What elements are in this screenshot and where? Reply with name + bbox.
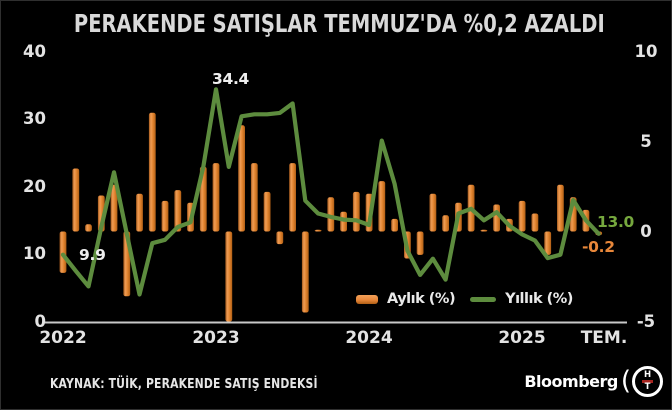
monthly-bar (212, 163, 220, 232)
annotation-last-yearly: 13.0 (597, 213, 635, 231)
monthly-bar (301, 231, 309, 313)
monthly-bar (148, 112, 156, 232)
legend: Aylık (%) Yıllık (%) (356, 291, 573, 307)
annotation-last-monthly: -0.2 (582, 238, 615, 256)
left-axis-tick: 20 (23, 177, 46, 196)
x-axis-tick: 2022 (39, 328, 87, 348)
right-axis-tick: 10 (634, 42, 658, 61)
monthly-bar (59, 231, 67, 273)
monthly-bar (174, 190, 182, 232)
left-axis-tick: 40 (23, 42, 46, 61)
legend-item-yearly: Yıllık (%) (470, 291, 573, 307)
monthly-bar (493, 204, 500, 232)
x-axis-tick: 2023 (192, 328, 240, 348)
monthly-bar (378, 181, 386, 232)
chart-title: PERAKENDE SATIŞLAR TEMMUZ'DA %0,2 AZALDI (73, 9, 605, 38)
monthly-bar (314, 229, 322, 232)
annotation-peak-yearly: 34.4 (212, 70, 250, 88)
emblem-letter-t: T (644, 382, 651, 392)
monthly-bar (263, 191, 271, 232)
monthly-bar-swatch-icon (356, 294, 378, 304)
x-axis-tick: 2024 (345, 328, 393, 348)
legend-label-yearly: Yıllık (%) (505, 291, 573, 307)
right-axis-tick: -5 (636, 312, 656, 331)
annotation-first-yearly: 9.9 (79, 246, 106, 264)
monthly-bar (161, 200, 169, 232)
monthly-bar (225, 231, 233, 322)
legend-label-monthly: Aylık (%) (387, 291, 456, 307)
left-axis-tick: 30 (23, 109, 46, 128)
monthly-bar (327, 197, 335, 232)
monthly-bar (391, 218, 398, 232)
monthly-bar (442, 215, 449, 232)
monthly-bar (289, 163, 296, 232)
legend-item-monthly: Aylık (%) (356, 291, 456, 307)
logo-open-paren: ( (620, 365, 631, 396)
emblem-letter-h: H (643, 370, 652, 380)
left-axis-tick: 0 (34, 312, 46, 331)
bloomberg-ht-logo: Bloomberg ( H T (524, 366, 663, 397)
x-axis-tick: 2025 (498, 328, 546, 348)
yearly-line-series (60, 87, 601, 297)
x-axis-tick: TEM. (580, 328, 628, 348)
right-axis-tick: 0 (640, 222, 652, 241)
monthly-bar (352, 191, 360, 232)
monthly-bar (238, 125, 245, 232)
right-axis-tick: 5 (640, 132, 652, 151)
ht-emblem-icon: H T (632, 366, 663, 397)
monthly-bar (531, 213, 539, 232)
emblem-red-dash-icon (642, 380, 653, 383)
monthly-bar (136, 193, 143, 232)
monthly-bar (429, 193, 437, 232)
bloomberg-wordmark: Bloomberg (524, 372, 618, 391)
monthly-bar (276, 231, 284, 245)
source-note: KAYNAK: TÜİK, PERAKENDE SATIŞ ENDEKSİ (50, 376, 318, 392)
monthly-bar (544, 231, 552, 255)
monthly-bar (416, 231, 424, 255)
monthly-bar (480, 229, 488, 232)
monthly-bar (518, 200, 526, 232)
monthly-bar (250, 163, 258, 232)
monthly-bar (72, 168, 80, 232)
yearly-line-swatch-icon (470, 296, 497, 302)
monthly-bar (85, 224, 92, 232)
monthly-bar (557, 184, 564, 232)
left-axis-tick: 10 (23, 244, 46, 263)
monthly-bar (110, 184, 118, 232)
